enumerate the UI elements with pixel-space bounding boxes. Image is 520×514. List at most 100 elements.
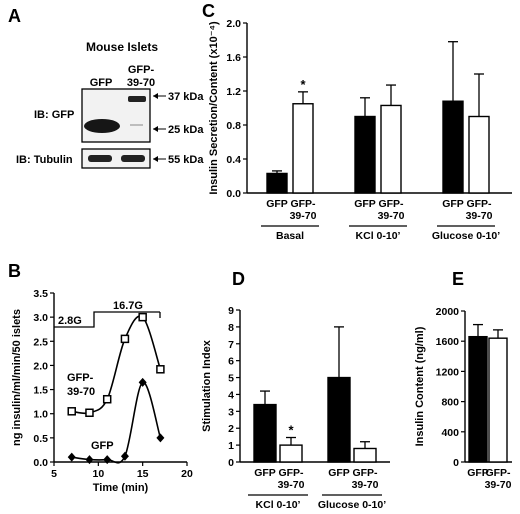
chart-d-y-tick-label: 5 [228,373,234,385]
data-point-gfp-39-70 [67,407,76,416]
chart-e-bar-label-gfp-39-70-line2: 39-70 [485,479,512,491]
chart-b-y-tick-label: 1.0 [33,409,48,421]
chart-c-group-label: KCl 0-10’ [356,230,401,242]
data-point-gfp [156,433,165,443]
marker-25kda: 25 kDa [168,124,204,136]
chart-c-bar-gfp [266,172,288,194]
chart-c-bar-gfp-39-70 [380,104,402,194]
chart-b-y-tick-label: 1.5 [33,385,48,397]
chart-d-bar-gfp [253,403,277,463]
data-point-gfp [120,451,129,461]
tubulin-blot-membrane [81,148,151,169]
chart-e-y-tick-label: 0 [453,457,459,469]
lane-label-gfp-39-70-line2: 39-70 [127,77,155,89]
data-point-gfp-39-70 [138,312,147,322]
chart-b-time-course: 0.0 0.5 1.0 1.5 2.0 2.5 3.0 3.5 ng insulin/ml/mi… [11,288,193,494]
chart-e-insulin-content: 0 400 800 1200 1600 2000 Insulin Content (ng/m… [414,306,512,491]
chart-c-bar-label-gfp: GFP [266,198,288,210]
chart-b-y-tick-label: 0.0 [33,457,48,469]
panel-e-label: E [452,269,464,289]
chart-d-y-tick-label: 3 [228,406,234,418]
gfp-band-lane1 [84,119,120,133]
chart-c-group-label: Basal [276,230,304,242]
chart-c-bar-gfp-39-70 [468,115,490,194]
tubulin-band-lane2 [121,155,145,162]
chart-b-y-tick-label: 2.0 [33,360,48,372]
chart-c-bar-label-gfp-39-70-line2: 39-70 [290,210,317,222]
chart-e-bar-label-gfp-39-70: GFP- [485,467,511,479]
chart-d-y-tick-label: 0 [228,457,234,469]
lane-label-gfp-39-70-line1: GFP- [128,64,155,76]
data-point-gfp-39-70 [120,334,130,344]
chart-e-y-axis-title: Insulin Content (ng/ml) [414,326,426,446]
chart-c-bar-label-gfp-39-70: GFP- [290,198,316,210]
chart-d-bar-gfp-39-70 [353,447,377,463]
panel-a: A Mouse Islets GFP GFP- 39-70 IB: GFP 37… [8,6,204,169]
chart-d-y-tick-label: 8 [228,322,234,334]
chart-c-y-tick-label: 0.8 [226,120,241,132]
chart-d-y-tick-label: 4 [228,389,234,401]
chart-d-y-tick-label: 7 [228,339,234,351]
series-label-gfp-39-70-line1: GFP- [67,372,94,384]
series-label-gfp-39-70-line2: 39-70 [67,386,95,398]
chart-e-bar-label-gfp: GFP [467,467,489,479]
chart-d-bar-label-gfp: GFP [254,467,276,479]
chart-c-bar-gfp-39-70 [292,103,314,194]
data-point-gfp [103,455,112,465]
chart-c-bar-label-gfp-39-70: GFP- [466,198,492,210]
blot1-label: IB: GFP [34,109,74,121]
chart-c-y-tick-label: 2.0 [226,18,241,30]
chart-c-y-tick-label: 1.2 [226,86,241,98]
chart-c-bar-label-gfp: GFP [442,198,464,210]
chart-e-y-tick-label: 800 [441,397,459,409]
chart-d-bar-label-gfp: GFP [328,467,350,479]
arrowhead-55kda [153,156,158,162]
chart-e-y-tick-label: 1200 [436,366,460,378]
chart-c-y-tick-label: 1.6 [226,52,241,64]
data-point-gfp-39-70 [156,365,165,374]
data-point-gfp [138,377,147,387]
data-point-gfp [85,455,94,465]
marker-37kda: 37 kDa [168,91,204,103]
chart-b-y-tick-label: 0.5 [33,433,48,445]
chart-b-x-tick-label: 20 [181,468,193,480]
data-point-gfp-39-70 [85,408,94,417]
chart-c-bar-label-gfp: GFP [354,198,376,210]
chart-b-y-tick-label: 3.5 [33,288,48,300]
data-point-gfp [67,452,76,462]
chart-b-x-tick-label: 5 [51,468,57,480]
chart-d-bar-label-gfp-39-70: GFP- [278,467,304,479]
chart-c-bar-gfp [354,115,376,194]
chart-b-x-tick-label: 15 [137,468,149,480]
marker-55kda: 55 kDa [168,154,204,166]
chart-d-y-tick-label: 9 [228,305,234,317]
chart-c-significance-marker: * [300,77,306,92]
chart-e-y-tick-label: 400 [441,427,459,439]
chart-d-group-label: Glucose 0-10’ [318,499,386,511]
arrowhead-37kda [153,93,158,99]
chart-d-group-label: KCl 0-10’ [256,499,301,511]
chart-d-y-tick-label: 1 [228,440,234,452]
panel-c-label: C [202,1,215,21]
panel-a-label: A [8,6,21,26]
chart-c-y-tick-label: 0.4 [226,154,241,166]
stimulus-label-high: 16.7G [113,300,143,312]
chart-c-bar-label-gfp-39-70-line2: 39-70 [466,210,493,222]
chart-b-y-tick-label: 3.0 [33,312,48,324]
chart-d-y-tick-label: 2 [228,423,234,435]
blot-title: Mouse Islets [86,40,158,54]
lane-label-gfp: GFP [90,77,113,89]
chart-d-bar-label-gfp-39-70-line2: 39-70 [278,479,305,491]
chart-d-bar-gfp-39-70 [279,444,303,463]
chart-b-y-tick-label: 2.5 [33,336,48,348]
series-line-gfp-39-70 [71,315,162,415]
chart-b-x-tick-label: 10 [92,468,104,480]
chart-e-bar-gfp-39-70 [488,337,508,463]
arrowhead-25kda [153,126,158,132]
chart-d-y-tick-label: 6 [228,356,234,368]
chart-e-y-tick-label: 2000 [436,306,460,318]
tubulin-band-lane1 [88,155,112,162]
chart-d-bar-label-gfp-39-70: GFP- [352,467,378,479]
chart-d-significance-marker: * [288,423,294,438]
